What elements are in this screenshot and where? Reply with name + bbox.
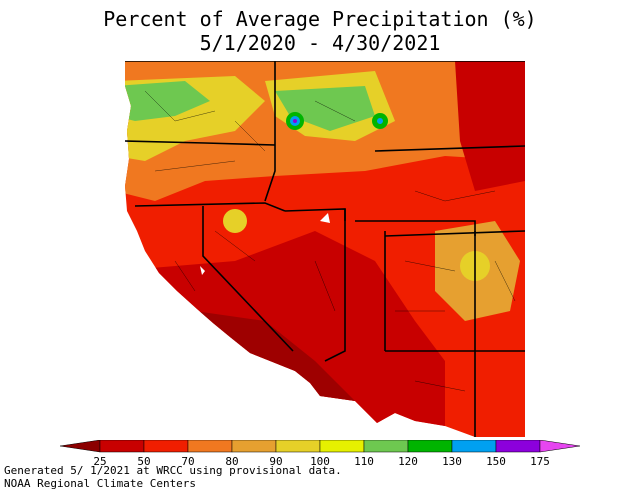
legend-swatch bbox=[60, 440, 101, 453]
legend-swatch bbox=[363, 440, 409, 453]
legend-tick-label: 120 bbox=[398, 455, 418, 468]
legend-swatch bbox=[495, 440, 541, 453]
legend-swatch bbox=[143, 440, 189, 453]
legend-swatch bbox=[319, 440, 365, 453]
legend-tick-label: 100 bbox=[310, 455, 330, 468]
precip-field bbox=[125, 61, 525, 437]
legend-tick-label: 130 bbox=[442, 455, 462, 468]
legend-swatch bbox=[275, 440, 321, 453]
legend-tick-label: 175 bbox=[530, 455, 550, 468]
legend-tick-label: 70 bbox=[181, 455, 194, 468]
precipitation-map bbox=[124, 61, 525, 437]
legend-swatch bbox=[539, 440, 580, 453]
legend-swatch bbox=[99, 440, 145, 453]
legend-tick-label: 25 bbox=[93, 455, 106, 468]
legend-tick-label: 80 bbox=[225, 455, 238, 468]
legend-swatch bbox=[231, 440, 277, 453]
legend-tick-label: 150 bbox=[486, 455, 506, 468]
legend-swatch bbox=[187, 440, 233, 453]
map-title: Percent of Average Precipitation (%) bbox=[103, 7, 537, 31]
footer-generated: Generated 5/ 1/2021 at WRCC using provis… bbox=[4, 464, 342, 477]
map-date-range: 5/1/2020 - 4/30/2021 bbox=[199, 31, 441, 55]
footer-source: NOAA Regional Climate Centers bbox=[4, 477, 197, 490]
legend-tick-label: 50 bbox=[137, 455, 150, 468]
legend-swatch bbox=[451, 440, 497, 453]
legend-tick-label: 90 bbox=[269, 455, 282, 468]
legend-swatch bbox=[407, 440, 453, 453]
legend-tick-label: 110 bbox=[354, 455, 374, 468]
precip-legend: 25 50 70 80 90 100 110 120 130 150 175 bbox=[60, 440, 580, 468]
